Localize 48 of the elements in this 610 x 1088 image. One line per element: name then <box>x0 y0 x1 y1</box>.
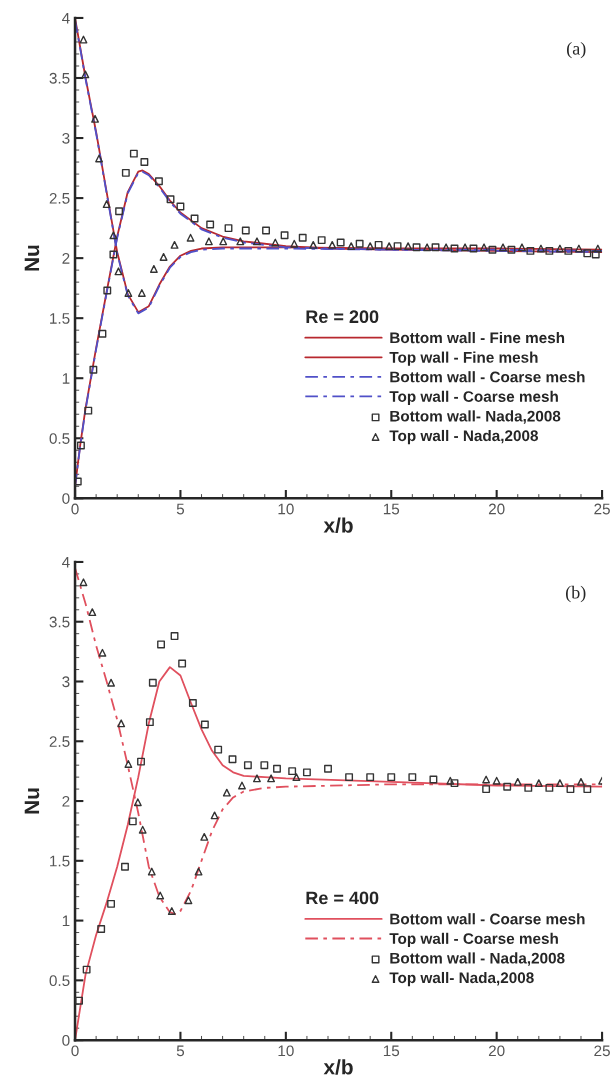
x-tick-label: 0 <box>71 503 79 515</box>
y-tick-label: 1.5 <box>50 855 70 867</box>
x-tick-label: 25 <box>594 503 610 515</box>
legend-label: Top wall - Fine mesh <box>389 351 538 366</box>
x-tick-label: 25 <box>594 1045 610 1057</box>
legend-title: Re = 200 <box>306 310 379 324</box>
x-tick-label: 20 <box>488 1045 505 1057</box>
y-tick-label: 1.5 <box>50 313 70 324</box>
legend-label: Bottom wall - Fine mesh <box>390 331 565 344</box>
y-tick-label: 2.5 <box>49 736 70 747</box>
x-tick-label: 10 <box>278 503 294 515</box>
annotation: (b) <box>566 585 586 603</box>
y-tick-label: 0.5 <box>49 975 70 987</box>
y-tick-label: 3.5 <box>49 616 70 628</box>
legend-label: Top wall- Nada,2008 <box>389 971 534 987</box>
x-axis-title: x/b <box>323 1059 353 1075</box>
annotation: (a) <box>567 41 586 59</box>
y-tick-label: 1 <box>62 373 70 384</box>
legend-label: Top wall - Nada,2008 <box>389 429 539 445</box>
y-tick-label: 3 <box>62 676 70 688</box>
y-tick-label: 2 <box>62 253 70 264</box>
x-tick-label: 0 <box>71 1045 79 1057</box>
x-tick-label: 20 <box>488 503 505 515</box>
x-axis-title: x/b <box>323 517 353 533</box>
legend-label: Top wall - Coarse mesh <box>389 390 558 405</box>
y-tick-label: 3 <box>62 132 70 144</box>
y-tick-label: 4 <box>62 556 70 568</box>
y-axis-title: Nu <box>24 788 40 814</box>
y-tick-label: 2.5 <box>49 192 70 204</box>
legend-label: Bottom wall - Coarse mesh <box>390 913 585 925</box>
y-tick-label: 1 <box>62 915 70 927</box>
y-tick-label: 0.5 <box>49 433 70 444</box>
y-axis-title: Nu <box>24 245 40 271</box>
legend-label: Top wall - Coarse mesh <box>389 932 558 948</box>
y-tick-label: 4 <box>62 12 70 24</box>
x-tick-label: 10 <box>278 1045 294 1057</box>
y-tick-label: 0 <box>62 1035 70 1046</box>
legend-label: Bottom wall - Coarse mesh <box>390 371 585 383</box>
legend-label: Bottom wall- Nada,2008 <box>390 410 561 424</box>
legend-title: Re = 400 <box>306 891 379 905</box>
x-tick-label: 5 <box>176 1045 185 1057</box>
y-tick-label: 3.5 <box>49 72 70 84</box>
x-tick-label: 15 <box>383 503 400 515</box>
x-tick-label: 5 <box>176 503 185 515</box>
x-tick-label: 15 <box>383 1045 400 1057</box>
y-tick-label: 2 <box>62 795 70 807</box>
legend-label: Bottom wall - Nada,2008 <box>390 952 565 966</box>
y-tick-label: 0 <box>62 493 70 504</box>
